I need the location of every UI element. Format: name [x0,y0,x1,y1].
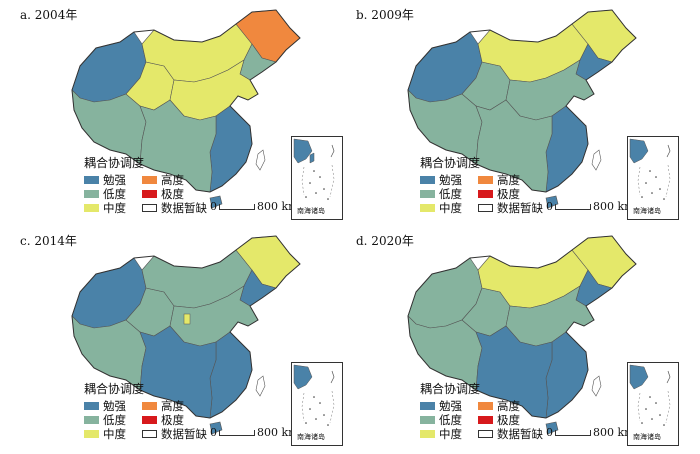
legend-item: 低度 [84,186,126,202]
legend-item: 中度 [84,200,126,216]
scale-bar: 0 800 km [546,200,635,213]
legend-swatch [142,204,157,212]
inset-graphic [293,138,335,200]
south-china-sea-inset: 南海诸岛 [627,362,679,446]
region-taiwan [255,149,266,171]
scale-bar: 0 800 km [210,426,299,439]
map-panel-a: a. 2004年 耦合协调度 勉强 高度 低度 极度 中度 数据暂缺 0 800 … [14,4,354,224]
scale-bar: 0 800 km [546,426,635,439]
map-panel-c: c. 2014年 耦合协调度 勉强 高度 低度 极度 中度 数据暂缺 0 800 … [14,230,354,450]
legend-swatch [142,190,157,198]
legend-swatch [84,176,99,184]
legend-item: 数据暂缺 [142,200,207,216]
panel-title: a. 2004年 [20,8,78,22]
legend-swatch [142,176,157,184]
map-panel-d: d. 2020年 耦合协调度 勉强 高度 低度 极度 中度 数据暂缺 0 800 … [350,230,690,450]
legend-swatch [84,190,99,198]
south-china-sea-inset: 南海诸岛 [627,136,679,220]
legend-item: 勉强 [84,172,126,188]
map-graphic [71,235,301,435]
south-china-sea-inset: 南海诸岛 [291,362,343,446]
panel-title: d. 2020年 [356,234,414,248]
scale-bar: 0 800 km [210,200,299,213]
panel-title: c. 2014年 [20,234,77,248]
legend-title: 耦合协调度 [84,156,145,170]
south-china-sea-inset: 南海诸岛 [291,136,343,220]
inset-label: 南海诸岛 [297,207,325,215]
legend-item: 极度 [142,186,184,202]
legend-swatch [84,204,99,212]
legend-item: 高度 [142,172,184,188]
map-panel-b: b. 2009年 耦合协调度 勉强 高度 低度 极度 中度 数据暂缺 0 800 … [350,4,690,224]
panel-title: b. 2009年 [356,8,414,22]
